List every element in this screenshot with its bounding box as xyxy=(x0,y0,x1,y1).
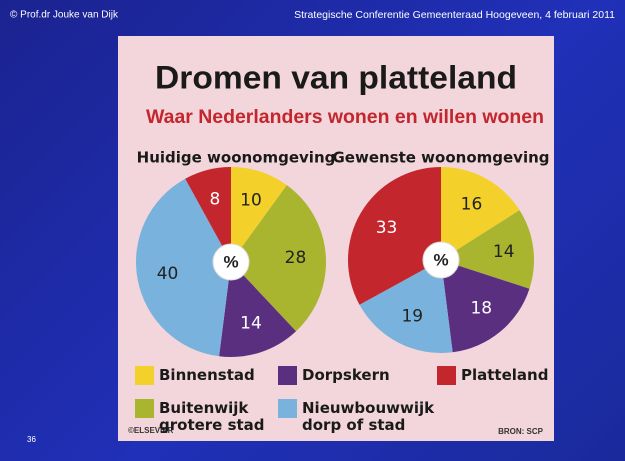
legend-label: Buitenwijk grotere stad xyxy=(159,399,265,434)
legend-label: Binnenstad xyxy=(159,366,255,384)
pie-slice xyxy=(136,178,231,357)
pie-unit: % xyxy=(223,252,238,271)
author: © Prof.dr Jouke van Dijk xyxy=(10,10,119,21)
pie-slice xyxy=(185,167,231,262)
slice-label: 14 xyxy=(240,313,262,333)
slice-label: 28 xyxy=(285,248,307,268)
legend-swatch xyxy=(135,399,154,418)
legend-label: Nieuwbouwwijk dorp of stad xyxy=(302,399,435,434)
pie-slice xyxy=(441,167,520,260)
pie-slice xyxy=(219,262,297,357)
pie-slice xyxy=(231,185,327,332)
clipping-title: Dromen van platteland xyxy=(155,59,517,95)
slice-label: 16 xyxy=(461,195,483,215)
publisher: ©ELSEVIER xyxy=(128,426,174,435)
pie-center xyxy=(212,243,250,281)
legend-swatch xyxy=(437,366,456,385)
pie-slice xyxy=(359,260,453,353)
legend-swatch xyxy=(278,366,297,385)
legend-swatch xyxy=(278,399,297,418)
event: Strategische Conferentie Gemeenteraad Ho… xyxy=(294,9,615,21)
slice-label: 19 xyxy=(401,306,423,326)
pie-title: Gewenste woonomgeving xyxy=(332,149,549,167)
pie-slice xyxy=(441,210,534,289)
legend-swatch xyxy=(135,366,154,385)
slice-label: 14 xyxy=(493,242,515,262)
slice-label: 33 xyxy=(376,218,398,238)
legend-label: Platteland xyxy=(461,366,549,384)
pie-center xyxy=(422,241,460,279)
slice-label: 10 xyxy=(240,191,262,211)
slice-label: 18 xyxy=(470,299,492,319)
slice-label: 40 xyxy=(157,264,179,284)
legend-label: Dorpskern xyxy=(302,366,390,384)
clipping-subtitle: Waar Nederlanders wonen en willen wonen xyxy=(146,107,544,128)
pie-title: Huidige woonomgeving xyxy=(137,149,336,167)
slide-number: 36 xyxy=(27,435,36,444)
pie-unit: % xyxy=(433,250,448,269)
slice-label: 8 xyxy=(210,189,221,209)
pie-slice xyxy=(441,260,530,353)
pie-slice xyxy=(347,167,441,305)
source: BRON: SCP xyxy=(498,427,544,436)
pie-slice xyxy=(231,167,287,262)
